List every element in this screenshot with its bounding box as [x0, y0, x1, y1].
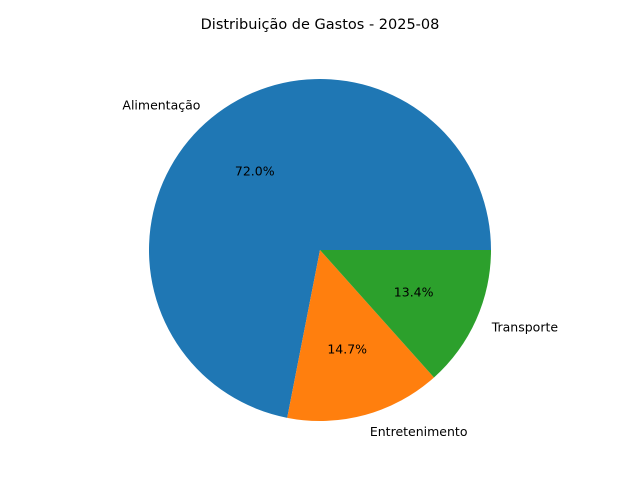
- slice-label-1: Alimentação: [122, 97, 200, 112]
- slice-percent-label-3: 13.4%: [394, 284, 434, 299]
- pie-slice-3: [320, 250, 491, 378]
- pie-slice-1: [149, 78, 491, 418]
- chart-title: Distribuição de Gastos - 2025-08: [201, 17, 440, 33]
- slice-label-2: Entretenimento: [370, 424, 468, 439]
- pie-labels: Alimentação 72.0% Entretenimento 14.7% Trans…: [122, 97, 558, 439]
- slice-percent-label-1: 72.0%: [235, 163, 275, 178]
- pie-slices: [149, 78, 491, 421]
- slice-percent-label-2: 14.7%: [327, 341, 367, 356]
- pie-slice-2: [287, 250, 434, 421]
- slice-label-3: Transporte: [491, 319, 559, 334]
